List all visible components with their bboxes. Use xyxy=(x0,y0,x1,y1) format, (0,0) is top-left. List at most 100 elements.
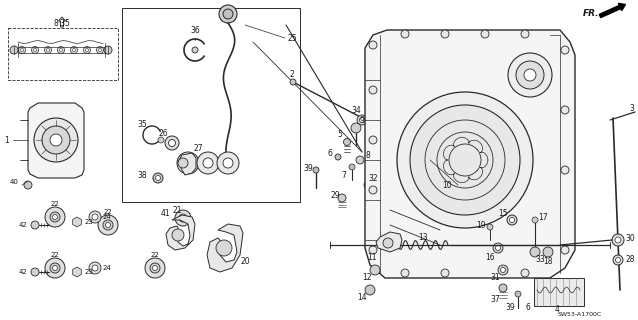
Text: 36: 36 xyxy=(190,26,200,35)
Circle shape xyxy=(369,86,377,94)
Text: 22: 22 xyxy=(103,209,112,215)
Circle shape xyxy=(52,266,57,270)
Circle shape xyxy=(359,117,364,123)
Circle shape xyxy=(561,46,569,54)
Text: 41: 41 xyxy=(160,209,170,218)
Text: 38: 38 xyxy=(137,171,147,180)
Polygon shape xyxy=(28,103,84,178)
Polygon shape xyxy=(207,224,243,272)
Circle shape xyxy=(369,246,377,254)
Text: 28: 28 xyxy=(625,255,635,265)
Text: 29: 29 xyxy=(330,190,340,199)
Text: 1: 1 xyxy=(4,135,10,145)
Text: 5: 5 xyxy=(338,130,343,139)
Text: 10: 10 xyxy=(442,180,452,189)
Circle shape xyxy=(89,262,101,274)
Circle shape xyxy=(369,186,377,194)
Circle shape xyxy=(57,46,64,53)
Circle shape xyxy=(59,49,63,52)
Circle shape xyxy=(20,49,24,52)
Circle shape xyxy=(507,215,517,225)
Text: 30: 30 xyxy=(625,234,635,243)
Text: 32: 32 xyxy=(368,173,378,182)
Text: 8·35: 8·35 xyxy=(54,19,70,28)
Text: 21: 21 xyxy=(172,205,182,214)
Text: FR.: FR. xyxy=(582,9,599,18)
Circle shape xyxy=(24,181,32,189)
Text: 33: 33 xyxy=(535,255,545,265)
Circle shape xyxy=(383,238,393,248)
Circle shape xyxy=(179,214,187,222)
Text: 7: 7 xyxy=(341,171,346,180)
Circle shape xyxy=(365,285,375,295)
Circle shape xyxy=(561,166,569,174)
Text: 18: 18 xyxy=(543,258,553,267)
Text: 37: 37 xyxy=(490,295,500,305)
Text: 6: 6 xyxy=(526,303,530,313)
Circle shape xyxy=(616,258,621,262)
Circle shape xyxy=(31,46,38,53)
Circle shape xyxy=(203,158,213,168)
Circle shape xyxy=(223,9,233,19)
Circle shape xyxy=(615,237,621,243)
Circle shape xyxy=(290,79,296,85)
Circle shape xyxy=(499,284,507,292)
Text: 26: 26 xyxy=(158,129,168,138)
Text: 12: 12 xyxy=(362,274,372,283)
Circle shape xyxy=(521,269,529,277)
Circle shape xyxy=(45,207,65,227)
Text: 22: 22 xyxy=(50,252,59,258)
Circle shape xyxy=(338,194,346,202)
Text: 40: 40 xyxy=(10,179,19,185)
Text: 22: 22 xyxy=(151,252,160,258)
FancyArrow shape xyxy=(599,3,625,18)
Polygon shape xyxy=(73,217,81,227)
Circle shape xyxy=(530,247,540,257)
Circle shape xyxy=(493,243,503,253)
Text: 24: 24 xyxy=(103,265,112,271)
Circle shape xyxy=(357,115,367,125)
Text: 25: 25 xyxy=(287,34,297,43)
Circle shape xyxy=(216,240,232,256)
Text: 2: 2 xyxy=(290,69,294,78)
Text: 39: 39 xyxy=(505,303,515,313)
Circle shape xyxy=(217,152,239,174)
Circle shape xyxy=(351,123,361,133)
Circle shape xyxy=(521,30,529,38)
Text: 15: 15 xyxy=(498,209,508,218)
Circle shape xyxy=(313,167,319,173)
Text: 17: 17 xyxy=(538,212,548,221)
Circle shape xyxy=(335,154,341,160)
Circle shape xyxy=(498,265,508,275)
Circle shape xyxy=(104,46,112,54)
Text: SW53-A1700C: SW53-A1700C xyxy=(558,313,602,317)
Circle shape xyxy=(532,217,538,223)
Circle shape xyxy=(34,49,36,52)
Text: 20: 20 xyxy=(240,258,250,267)
Circle shape xyxy=(356,156,364,164)
Circle shape xyxy=(10,46,18,54)
Circle shape xyxy=(515,291,521,297)
Circle shape xyxy=(364,181,372,189)
Circle shape xyxy=(152,266,158,270)
Text: 4: 4 xyxy=(554,306,560,315)
Text: 42: 42 xyxy=(19,269,27,275)
Circle shape xyxy=(369,41,377,49)
Circle shape xyxy=(510,218,514,222)
Circle shape xyxy=(508,53,552,97)
Bar xyxy=(8,28,118,80)
Circle shape xyxy=(441,269,449,277)
Circle shape xyxy=(349,164,355,170)
Polygon shape xyxy=(365,30,575,278)
Circle shape xyxy=(47,49,50,52)
Text: 35: 35 xyxy=(137,119,147,129)
Circle shape xyxy=(84,46,91,53)
Circle shape xyxy=(175,210,191,226)
Text: 31: 31 xyxy=(490,274,500,283)
Polygon shape xyxy=(73,267,81,277)
Circle shape xyxy=(71,46,77,53)
Circle shape xyxy=(50,212,60,222)
Text: 9: 9 xyxy=(360,116,364,124)
Circle shape xyxy=(516,61,544,89)
Circle shape xyxy=(89,211,101,223)
